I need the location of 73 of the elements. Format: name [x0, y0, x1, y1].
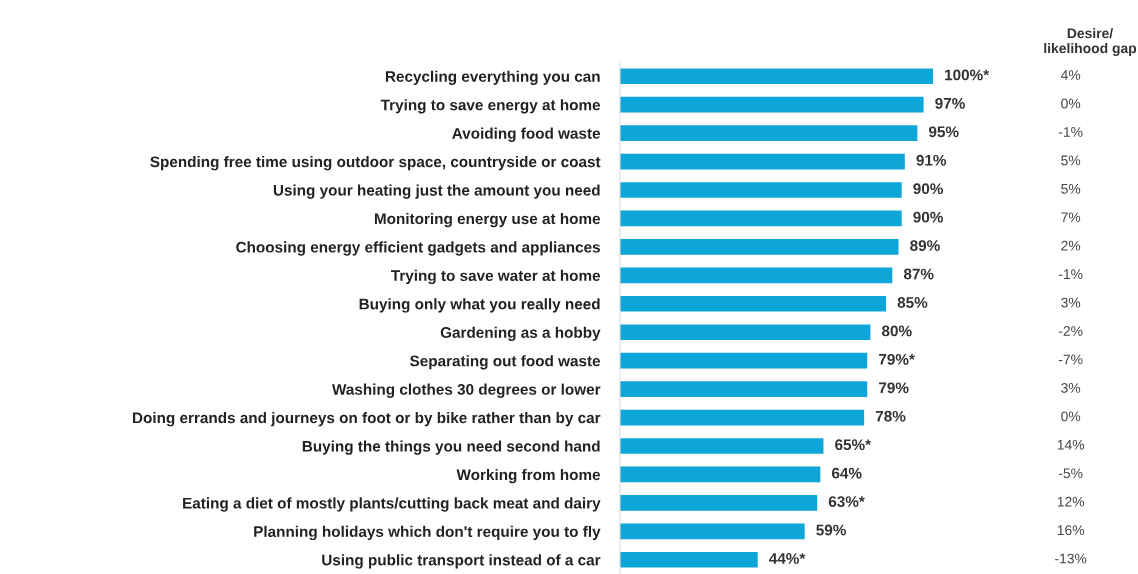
bar — [620, 523, 805, 540]
text: -1% — [1058, 127, 1083, 137]
data-label: 97% — [935, 97, 965, 109]
y-tick-label: Monitoring energy use at home — [374, 212, 601, 228]
y-tick-label: Using public transport instead of a car — [322, 554, 601, 569]
text: -5% — [1058, 468, 1083, 479]
y-tick-label: Choosing energy efficient gadgets and appliances — [236, 241, 600, 256]
data-label: 78% — [875, 410, 906, 422]
y-tick-label: Gardening as a hobby — [440, 326, 601, 341]
bar — [620, 495, 818, 511]
bar — [620, 210, 902, 227]
text: 3% — [1061, 297, 1081, 308]
text: -2% — [1058, 326, 1083, 336]
bar — [620, 153, 905, 170]
text: -13% — [1055, 553, 1087, 564]
y-tick-label: Planning holidays which don't require you to fly — [254, 525, 601, 541]
bar — [620, 68, 933, 85]
y-tick-label: Using your heating just the amount you need — [273, 184, 600, 199]
bar — [620, 125, 918, 141]
text: 7% — [1061, 212, 1081, 223]
y-tick-label: Doing errands and journeys on foot or by bike rather than by car — [133, 412, 601, 427]
data-label: 63%* — [828, 496, 865, 508]
y-tick-label: Trying to save water at home — [391, 269, 601, 285]
text: -7% — [1058, 354, 1083, 365]
data-label: 87% — [903, 268, 934, 280]
text: 5% — [1061, 155, 1081, 166]
y-tick-label: Buying only what you really need — [359, 298, 600, 313]
data-label: 44%* — [769, 553, 806, 564]
bar — [620, 267, 893, 284]
y-tick-label: Eating a diet of mostly plants/cutting back meat and dairy — [183, 497, 601, 512]
y-tick-label: Separating out food waste — [410, 355, 601, 370]
text: 14% — [1057, 439, 1085, 450]
data-label: 85% — [897, 297, 928, 308]
data-label: 90% — [913, 183, 943, 195]
bar — [620, 438, 824, 454]
data-label: 91% — [916, 154, 947, 166]
y-tick-label: Buying the things you need second hand — [302, 440, 600, 455]
text: Desire/ likelihood gap — [1044, 28, 1137, 56]
bar — [620, 409, 865, 426]
bar — [620, 295, 887, 312]
y-tick-label: Washing clothes 30 degrees or lower — [332, 383, 601, 398]
data-label: 80% — [881, 325, 912, 337]
text: 3% — [1061, 383, 1081, 393]
data-label: 90% — [913, 211, 943, 223]
text: 12% — [1057, 496, 1085, 507]
text: 0% — [1061, 411, 1081, 422]
text: 2% — [1061, 240, 1081, 251]
text: 16% — [1057, 525, 1085, 536]
bar — [620, 352, 868, 369]
data-label: 64% — [831, 467, 862, 479]
text: -1% — [1058, 269, 1083, 280]
data-label: 79% — [879, 382, 909, 394]
data-label: 89% — [910, 240, 940, 251]
data-label: 100%* — [945, 69, 990, 81]
bar — [620, 96, 924, 113]
y-tick-label: Recycling everything you can — [385, 70, 600, 85]
bar — [620, 381, 868, 397]
data-label: 65%* — [835, 439, 872, 451]
bar — [620, 466, 821, 483]
text: 5% — [1061, 183, 1081, 194]
bar — [620, 182, 902, 198]
y-tick-label: Spending free time using outdoor space, countryside or coast — [150, 156, 601, 171]
text: 0% — [1061, 98, 1081, 109]
bar — [620, 239, 899, 255]
y-tick-label: Trying to save energy at home — [380, 99, 601, 114]
y-tick-label: Working from home — [456, 468, 601, 484]
bar — [620, 324, 871, 341]
data-label: 95% — [928, 126, 959, 138]
y-tick-label: Avoiding food waste — [452, 127, 601, 142]
data-label: 79%* — [879, 353, 915, 365]
data-label: 59% — [816, 524, 846, 536]
bar — [620, 551, 758, 568]
text: 4% — [1060, 70, 1081, 80]
